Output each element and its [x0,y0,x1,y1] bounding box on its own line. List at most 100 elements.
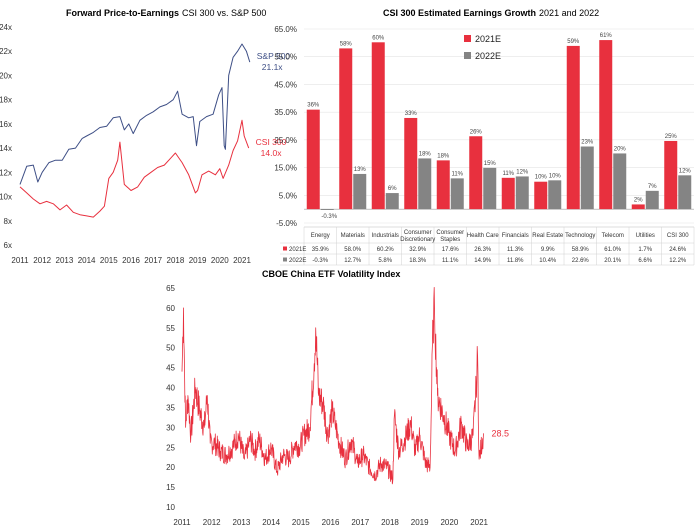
legend-label-2022e: 2022E [475,51,501,61]
bar-2021e [306,109,320,210]
bar-2021e [599,40,613,210]
category-label-line1: Consumer [404,230,432,236]
bar-2022e [418,158,432,210]
bar-data-label: 7% [648,184,657,190]
bar-2022e [645,190,659,210]
table-cell-value: 26.3% [474,247,492,253]
table-cell-value: 11.8% [507,258,524,264]
bar-2022e [483,167,497,210]
eg-y-tick: 55.0% [274,53,297,62]
vol-x-tick: 2013 [233,518,251,527]
pe-y-tick: 10x [0,193,12,202]
bar-data-label: 33% [405,111,418,117]
pe-x-tick: 2017 [144,256,162,265]
bar-data-label: 23% [581,140,594,146]
bar-data-label: 58% [340,41,353,47]
category-label: Real Estate [532,233,564,239]
table-cell-value: -0.3% [312,258,328,264]
pe-y-tick: 12x [0,168,12,177]
pe-x-tick: 2021 [233,256,251,265]
bar-2021e [404,117,418,210]
eg-y-tick: 65.0% [274,25,297,34]
table-cell-value: 58.9% [572,247,590,253]
legend-label-2021e: 2021E [475,34,501,44]
eg-y-tick: 45.0% [274,80,297,89]
eg-y-tick: 35.0% [274,108,297,117]
eg-chart-title: CSI 300 Estimated Earnings Growth 2021 an… [383,8,599,18]
table-cell-value: 24.6% [669,247,687,253]
table-cell-value: 12.7% [344,258,362,264]
table-cell-value: 61.0% [604,247,622,253]
vol-y-tick: 55 [166,324,175,333]
pe-y-tick: 20x [0,71,12,80]
bar-data-label: 25% [665,134,678,140]
table-swatch-2021e [283,246,287,251]
bar-data-label: 12% [679,168,692,174]
bar-data-label: 26% [470,129,483,135]
pe-y-tick: 18x [0,96,12,105]
table-cell-value: 11.3% [507,247,524,253]
table-cell-value: 9.9% [541,247,555,253]
sp500-line-name-label: S&P 500 [257,51,291,61]
bar-2021e [339,48,353,210]
category-label-line2: Staples [440,237,460,243]
volatility-end-label: 28.5 [492,428,510,438]
bar-2021e [469,136,483,210]
vol-y-tick: 40 [166,384,175,393]
bar-data-label: 10% [535,175,548,181]
bar-2021e [371,42,385,210]
table-cell-value: 1.7% [638,247,652,253]
bar-2021e [631,204,645,210]
eg-title-main: CSI 300 Estimated Earnings Growth [383,8,536,18]
eg-y-tick: 25.0% [274,136,297,145]
category-label: Energy [311,233,330,239]
bar-data-label: 6% [388,186,397,192]
vol-x-tick: 2018 [381,518,399,527]
bar-data-label: 59% [567,39,580,45]
legend-swatch-2022e [464,52,471,59]
pe-chart: 6x 8x 10x 12x 14x 16x 18x 20x 22x 24x 2011 2012 2013… [0,23,290,265]
bar-data-label: 11% [451,171,463,177]
table-cell-value: 58.0% [344,247,362,253]
bar-data-label: 20% [614,146,627,152]
pe-x-tick: 2012 [33,256,51,265]
bar-data-label: 18% [437,153,450,159]
pe-y-tick: 24x [0,23,12,32]
bar-data-label: 12% [516,169,529,175]
legend-swatch-2021e [464,35,471,42]
csi300-line [19,119,250,218]
bar-data-label: 11% [502,171,514,177]
bar-2022e [385,193,399,210]
vol-y-tick: 65 [166,284,175,293]
table-cell-value: 18.3% [409,258,427,264]
category-label: Industrials [372,233,399,239]
vol-y-tick: 10 [166,503,175,512]
pe-x-tick: 2015 [100,256,118,265]
pe-x-tick: 2013 [56,256,74,265]
vol-x-tick: 2011 [173,518,191,527]
vol-chart-title: CBOE China ETF Volatility Index [262,269,400,279]
vol-y-tick: 60 [166,304,175,313]
category-label-line1: Consumer [436,230,464,236]
bar-2022e [450,178,464,210]
table-cell-value: 11.1% [442,258,459,264]
csi300-line-name-label: CSI 300 [256,137,287,147]
pe-x-tick: 2018 [167,256,185,265]
bar-data-label: -0.3% [321,214,337,220]
bar-2022e [678,175,692,210]
eg-y-tick: 5.0% [279,191,297,200]
table-cell-value: 5.8% [378,258,392,264]
sp500-line [19,43,251,185]
vol-x-tick: 2012 [203,518,221,527]
pe-y-tick: 22x [0,47,12,56]
eg-y-tick: -5.0% [276,219,297,228]
bar-data-label: 2% [634,197,643,203]
pe-x-tick: 2016 [122,256,140,265]
vol-y-tick: 50 [166,344,175,353]
table-cell-value: 35.9% [312,247,330,253]
table-row-label-2022e: 2022E [289,258,306,264]
bar-2022e [515,176,529,210]
table-cell-value: 10.4% [539,258,557,264]
bar-2022e [548,180,562,210]
vol-chart: 10 15 20 25 30 35 40 45 50 55 60 65 2011 2012 2013 2014… [166,284,509,527]
